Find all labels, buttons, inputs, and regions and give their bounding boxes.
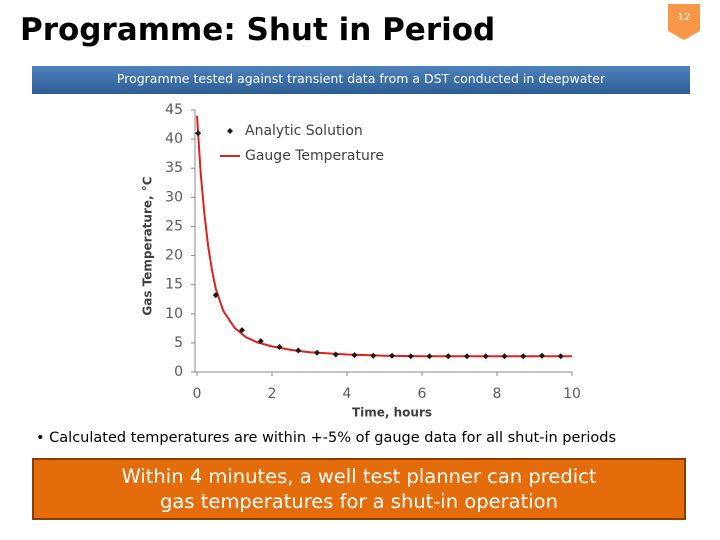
y-tick-label: 40 — [165, 131, 183, 147]
data-point — [520, 353, 527, 360]
data-point — [445, 353, 452, 360]
slide-title: Programme: Shut in Period — [20, 12, 496, 48]
x-tick-label: 4 — [343, 386, 352, 402]
bullet: • Calculated temperatures are within +-5… — [36, 430, 617, 446]
y-tick-label: 0 — [174, 364, 183, 380]
data-point — [389, 352, 395, 359]
callout: Within 4 minutes, a well test planner ca… — [32, 458, 686, 520]
page-number: 12 — [677, 12, 691, 23]
x-tick-label: 6 — [418, 386, 427, 402]
y-tick-label: 25 — [165, 218, 183, 234]
legend-swatch — [227, 128, 233, 134]
x-tick-label: 2 — [268, 386, 277, 402]
legend-label: Analytic Solution — [245, 123, 363, 139]
data-point — [351, 352, 358, 359]
y-tick-label: 35 — [165, 160, 183, 176]
data-point — [276, 343, 283, 350]
x-axis-label: Time, hours — [352, 406, 432, 420]
y-tick-label: 10 — [165, 306, 183, 322]
data-point — [257, 338, 264, 345]
y-tick-label: 45 — [165, 102, 183, 118]
y-tick-label: 30 — [165, 189, 183, 205]
data-point — [212, 292, 219, 299]
data-point — [557, 353, 564, 360]
legend-label: Gauge Temperature — [245, 148, 384, 164]
data-point — [501, 353, 508, 360]
data-point — [407, 353, 414, 360]
y-axis-label: Gas Temperature, °C — [141, 176, 155, 315]
data-point — [482, 353, 489, 360]
data-point — [370, 352, 377, 359]
y-tick-label: 20 — [165, 248, 183, 264]
data-point — [195, 130, 202, 137]
bullet-text: Calculated temperatures are within +-5% … — [49, 430, 617, 446]
data-point — [314, 349, 320, 356]
x-tick-label: 0 — [193, 386, 202, 402]
x-tick-label: 10 — [563, 386, 581, 402]
data-point — [464, 353, 470, 360]
data-point — [426, 353, 433, 360]
callout-text: Within 4 minutes, a well test planner ca… — [121, 464, 597, 513]
data-point — [239, 327, 245, 334]
data-point — [539, 352, 545, 359]
x-tick-label: 8 — [493, 386, 502, 402]
y-tick-label: 15 — [165, 277, 183, 293]
banner: Programme tested against transient data … — [32, 66, 690, 94]
data-point — [332, 351, 339, 358]
y-tick-label: 5 — [174, 335, 183, 351]
data-point — [295, 347, 302, 354]
